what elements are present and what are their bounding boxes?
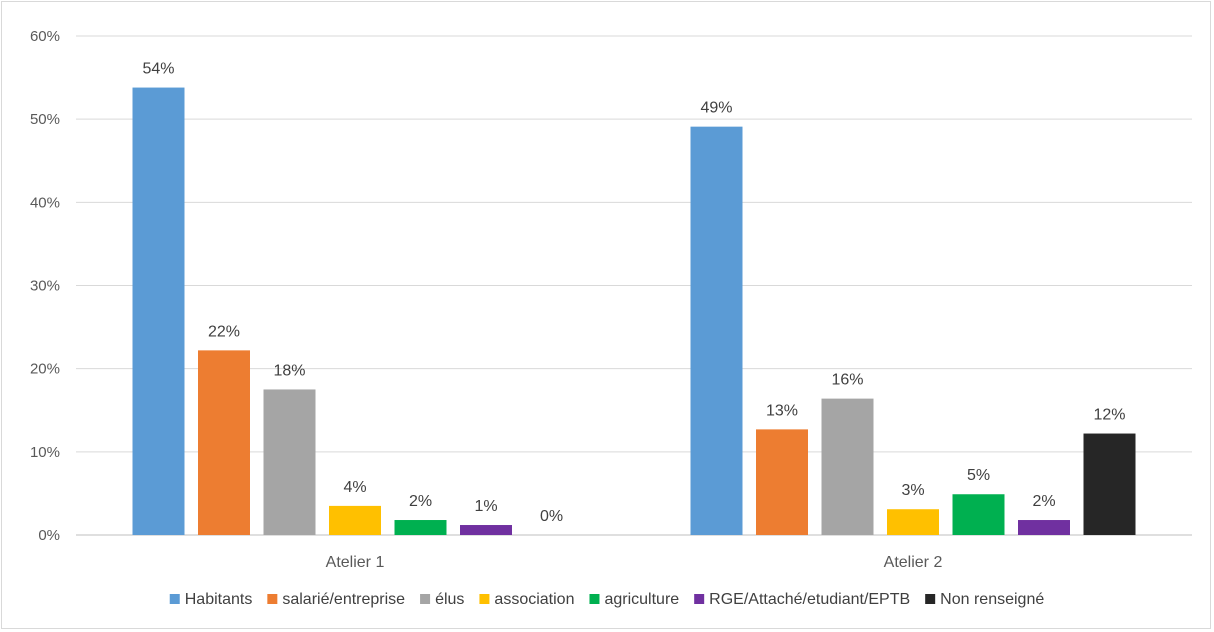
y-tick-label: 0%: [38, 527, 60, 544]
bar: [329, 505, 381, 535]
x-category-label: Atelier 1: [326, 554, 385, 571]
legend-label: élus: [435, 591, 464, 608]
data-label: 3%: [901, 482, 924, 499]
legend-item: élus: [420, 591, 464, 608]
legend-label: Non renseigné: [940, 591, 1044, 608]
bar: [821, 398, 874, 535]
legend-label: salarié/entreprise: [282, 591, 405, 608]
legend-item: association: [479, 591, 574, 608]
legend-item: Habitants: [169, 591, 253, 608]
legend-swatch: [479, 594, 490, 604]
legend-swatch: [925, 594, 936, 604]
bar: [1083, 433, 1136, 535]
bar: [887, 509, 939, 535]
legend-item: RGE/Attaché/etudiant/EPTB: [694, 591, 910, 608]
data-label: 49%: [700, 100, 732, 117]
data-label: 16%: [831, 372, 863, 389]
bar: [756, 429, 808, 535]
x-category-label: Atelier 2: [884, 554, 943, 571]
data-label: 13%: [766, 402, 798, 419]
data-label: 2%: [409, 493, 432, 510]
bar: [952, 494, 1005, 535]
data-label: 0%: [540, 508, 563, 525]
bar: [394, 520, 447, 535]
bar: [198, 350, 250, 535]
data-label: 12%: [1093, 407, 1125, 424]
y-tick-label: 50%: [30, 111, 60, 128]
y-tick-label: 20%: [30, 361, 60, 378]
data-label: 4%: [343, 479, 366, 496]
x-axis-categories: Atelier 1 Atelier 2: [326, 554, 943, 571]
bar: [1018, 520, 1070, 535]
y-tick-label: 30%: [30, 278, 60, 295]
bar: [460, 525, 512, 535]
data-label: 22%: [208, 323, 240, 340]
legend-label: association: [494, 591, 574, 608]
data-label: 5%: [967, 467, 990, 484]
y-tick-label: 10%: [30, 444, 60, 461]
legend-label: Habitants: [185, 591, 253, 608]
bar: [690, 126, 743, 535]
legend-item: Non renseigné: [925, 591, 1044, 608]
legend-swatch: [420, 594, 431, 604]
y-axis-ticks: 0% 10% 20% 30% 40% 50% 60%: [30, 28, 60, 544]
legend-label: RGE/Attaché/etudiant/EPTB: [709, 591, 910, 608]
bar: [132, 87, 185, 536]
data-label: 1%: [474, 498, 497, 515]
bar: [263, 389, 316, 535]
legend-swatch: [267, 594, 278, 604]
legend-label: agriculture: [604, 591, 679, 608]
legend-swatch: [694, 594, 705, 604]
y-tick-label: 60%: [30, 28, 60, 45]
legend: Habitants salarié/entreprise élus associati…: [169, 591, 1044, 608]
data-label: 54%: [142, 61, 174, 78]
y-tick-label: 40%: [30, 194, 60, 211]
data-label: 2%: [1032, 493, 1055, 510]
data-label: 18%: [273, 362, 305, 379]
legend-swatch: [169, 594, 180, 604]
legend-swatch: [589, 594, 600, 604]
bars: [132, 87, 1136, 536]
data-labels: 54% 22% 18% 4% 2% 1% 0% 49% 13% 16% 3% 5% 2% 12%: [142, 61, 1125, 525]
gridlines: [76, 35, 1192, 536]
legend-item: agriculture: [589, 591, 679, 608]
legend-item: salarié/entreprise: [267, 591, 405, 608]
